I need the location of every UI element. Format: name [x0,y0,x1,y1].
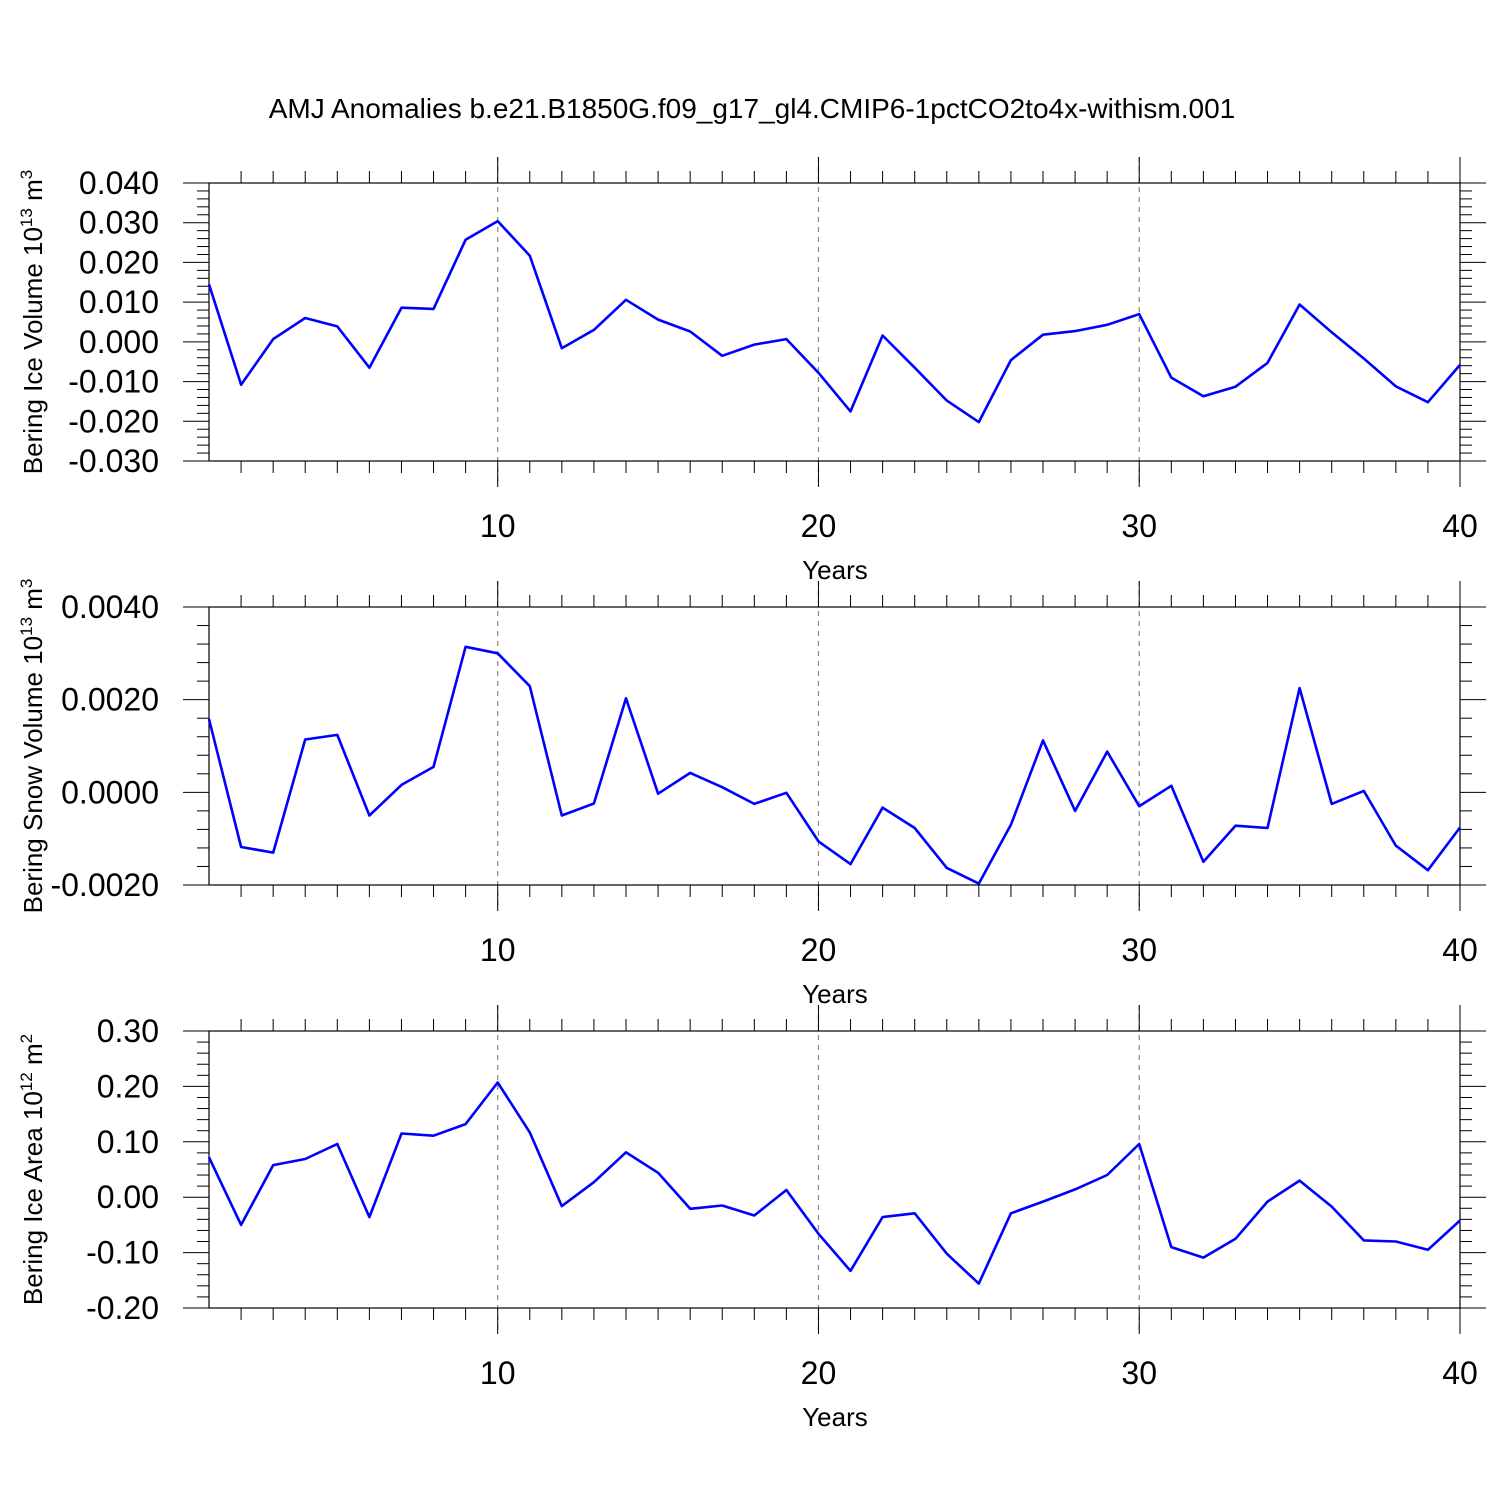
x-axis-label: Years [802,1402,868,1432]
y-tick-label: -0.10 [86,1235,159,1271]
x-tick-label: 20 [801,508,837,544]
x-tick-label: 30 [1121,508,1157,544]
x-tick-label: 30 [1121,1355,1157,1391]
x-tick-label: 10 [480,508,516,544]
y-tick-label: 0.020 [79,244,159,280]
plot-frame [208,606,1461,886]
y-axis-label-unit-sup: 3 [17,170,36,179]
y-axis-label-text: Bering Snow Volume 10 [18,636,48,914]
y-axis-label-unit-sup: 3 [17,579,36,588]
y-axis-label-text: Bering Ice Area 10 [18,1091,48,1305]
y-tick-label: -0.0020 [50,867,159,903]
y-tick-label: 0.30 [97,1013,159,1049]
y-tick-label: 0.20 [97,1068,159,1104]
y-tick-label: 0.000 [79,324,159,360]
y-axis-label-unit-sup: 2 [17,1034,36,1043]
series-line [207,1081,1461,1285]
y-axis-label: Bering Ice Volume 1013 m3 [17,170,48,474]
y-tick-label: -0.030 [68,443,159,479]
y-axis-label-sup: 13 [17,208,36,227]
y-tick-label: -0.020 [68,403,159,439]
y-tick-label: 0.0000 [61,774,159,810]
y-axis-label: Bering Snow Volume 1013 m3 [17,579,48,914]
y-axis-label: Bering Ice Area 1012 m2 [17,1034,48,1305]
y-tick-label: 0.010 [79,284,159,320]
y-axis-label-sup: 13 [17,617,36,636]
y-tick-label: 0.0040 [61,589,159,625]
y-tick-label: 0.040 [79,165,159,201]
y-axis-label-sup: 12 [17,1072,36,1091]
x-tick-label: 40 [1442,508,1478,544]
plot-frame [208,182,1461,462]
panel-3: 10 20 30 40 -0.20 -0.10 0.00 0.10 0.20 0.30 Years B… [17,1005,1486,1432]
series-line [207,219,1461,424]
series-line [207,645,1462,885]
y-axis-label-unit: m [18,1043,48,1072]
x-tick-label: 30 [1121,932,1157,968]
y-axis-label-unit: m [18,179,48,208]
x-tick-label: 10 [480,932,516,968]
x-tick-label: 40 [1442,932,1478,968]
y-tick-label: -0.010 [68,364,159,400]
panel-2: 10 20 30 40 -0.0020 0.0000 0.0020 0.0040 Years Be… [17,579,1486,1009]
y-tick-label: -0.20 [86,1290,159,1326]
x-axis-label: Years [802,979,868,1009]
panels: 10 20 30 40 -0.030 -0.020-0.010 0.000 0.010 0.02… [17,157,1486,1432]
plot-frame [208,1030,1461,1309]
x-tick-label: 20 [801,1355,837,1391]
y-axis-label-text: Bering Ice Volume 10 [18,227,48,474]
figure-title: AMJ Anomalies b.e21.B1850G.f09_g17_gl4.C… [269,93,1236,124]
x-tick-label: 10 [480,1355,516,1391]
y-tick-label: 0.030 [79,205,159,241]
y-tick-label: 0.10 [97,1124,159,1160]
panel-1: 10 20 30 40 -0.030 -0.020-0.010 0.000 0.010 0.02… [17,157,1486,585]
y-axis-label-unit: m [18,588,48,617]
x-tick-label: 40 [1442,1355,1478,1391]
y-tick-label: 0.00 [97,1179,159,1215]
x-tick-label: 20 [801,932,837,968]
x-axis-label: Years [802,555,868,585]
y-tick-label: 0.0020 [61,682,159,718]
